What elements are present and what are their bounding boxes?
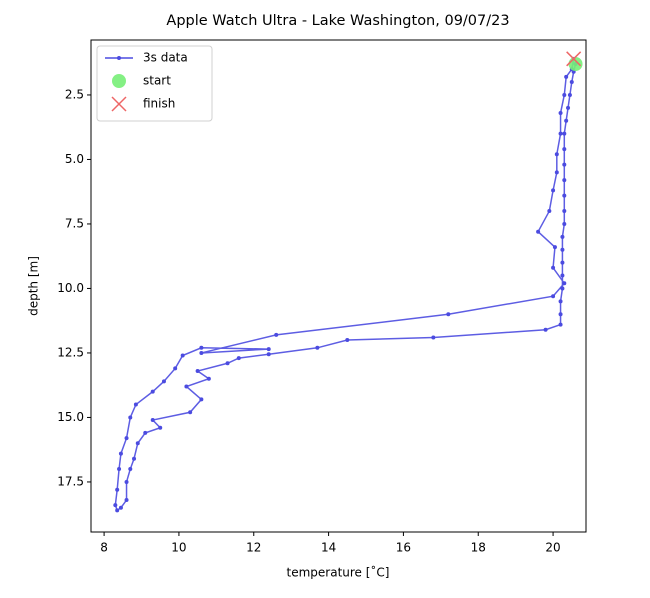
plot-frame [90,39,587,533]
data-point [128,415,133,420]
data-point [124,498,129,503]
data-point [199,350,204,355]
x-tick-label: 20 [545,541,560,555]
data-point [562,131,567,136]
data-point [161,379,166,384]
data-point [315,345,320,350]
data-point [266,352,271,357]
y-tick-label: 12.5 [57,345,84,359]
data-point [173,366,178,371]
y-axis-label: depth [m] [27,256,41,316]
y-tick-label: 5.0 [65,152,84,166]
data-point [431,335,436,340]
y-tick-label: 17.5 [57,474,84,488]
y-tick-label: 2.5 [65,87,84,101]
data-point [564,74,569,79]
data-point [180,353,185,358]
data-point [188,410,193,415]
data-point [560,260,565,265]
data-point [558,111,563,116]
x-tick-label: 10 [171,541,186,555]
data-point [150,418,155,423]
legend-label: start [143,74,171,88]
legend-box [96,45,213,122]
data-point [158,425,163,430]
legend-marker [112,74,126,88]
data-point [562,209,567,214]
data-point [566,105,571,110]
x-tick-label: 14 [321,541,336,555]
y-tick-label: 10.0 [57,281,84,295]
legend-label: finish [143,97,175,111]
data-point [562,281,567,286]
data-point [133,402,138,407]
data-point [199,345,204,350]
data-point [132,456,137,461]
data-point [560,247,565,252]
data-point [236,356,241,361]
data-point [225,361,230,366]
data-point [446,312,451,317]
data-point [128,467,133,472]
data-point [345,338,350,343]
data-point [135,441,140,446]
x-axis-label: temperature [˚C] [287,565,390,580]
legend-label: 3s data [143,51,188,65]
data-point [206,376,211,381]
data-point [562,178,567,183]
x-tick-label: 18 [471,541,486,555]
data-point [562,162,567,167]
data-point [551,294,556,299]
data-point [274,332,279,337]
data-point [558,312,563,317]
data-point [117,467,122,472]
data-point [554,170,559,175]
data-point [560,273,565,278]
data-point [564,118,569,123]
data-point [536,229,541,234]
data-point [266,347,271,352]
data-point [567,92,572,97]
data-point [552,245,557,250]
data-point [558,322,563,327]
data-point [195,369,200,374]
data-point [199,397,204,402]
data-point [143,430,148,435]
data-point [562,221,567,226]
data-point [562,193,567,198]
data-point [124,436,129,441]
y-tick-label: 7.5 [65,216,84,230]
data-point [562,92,567,97]
chart-title: Apple Watch Ultra - Lake Washington, 09/… [166,13,509,29]
data-point [115,487,120,492]
data-point [118,505,123,510]
legend-marker [111,96,127,112]
data-point [547,209,552,214]
data-point [184,384,189,389]
data-point [558,299,563,304]
data-point [115,508,120,513]
finish-marker [566,51,582,67]
data-point [558,131,563,136]
data-point [569,80,574,85]
data-point [124,479,129,484]
x-tick-label: 16 [396,541,411,555]
x-tick-label: 12 [246,541,261,555]
data-point [560,286,565,291]
data-point [562,147,567,152]
data-point [113,503,118,508]
data-point [543,327,548,332]
data-point [554,152,559,157]
data-line [114,58,577,512]
data-point [551,265,556,270]
data-point [118,451,123,456]
x-tick-label: 8 [100,541,108,555]
start-marker [568,56,583,71]
data-point [560,234,565,239]
data-point [551,188,556,193]
data-point [150,389,155,394]
legend-dot [117,56,121,60]
y-tick-label: 15.0 [57,410,84,424]
